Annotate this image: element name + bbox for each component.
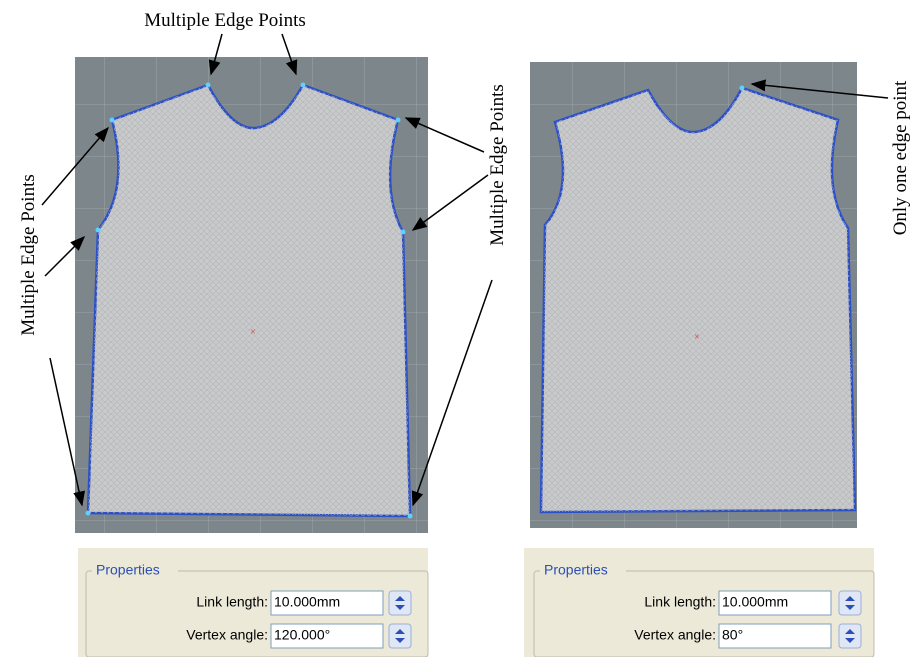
field-value: 10.000mm <box>274 594 340 610</box>
svg-text:×: × <box>694 332 700 343</box>
right-viewport: × <box>530 62 857 528</box>
spinner[interactable] <box>389 591 411 615</box>
properties-panel: Properties Link length: 10.000mm Vertex … <box>78 548 428 657</box>
left-viewport: × <box>75 57 428 533</box>
panel-title: Properties <box>544 562 608 578</box>
spinner[interactable] <box>839 624 861 648</box>
annotation: Multiple Edge Points <box>144 10 306 31</box>
field-value: 10.000mm <box>722 594 788 610</box>
field-label: Link length: <box>196 594 268 610</box>
annotation: Only one edge point <box>890 80 911 235</box>
panel-title: Properties <box>96 562 160 578</box>
svg-text:×: × <box>250 327 256 338</box>
field-value: 120.000° <box>274 627 330 643</box>
screenshot: × × Multiple Edge Points Multiple Edge P… <box>0 0 917 657</box>
spinner[interactable] <box>389 624 411 648</box>
field-label: Vertex angle: <box>634 627 716 643</box>
annotation: Multiple Edge Points <box>18 174 39 336</box>
field-value: 80° <box>722 627 743 643</box>
spinner[interactable] <box>839 591 861 615</box>
properties-panel: Properties Link length: 10.000mm Vertex … <box>524 548 874 657</box>
field-label: Vertex angle: <box>186 627 268 643</box>
field-label: Link length: <box>644 594 716 610</box>
annotation: Multiple Edge Points <box>487 84 508 246</box>
